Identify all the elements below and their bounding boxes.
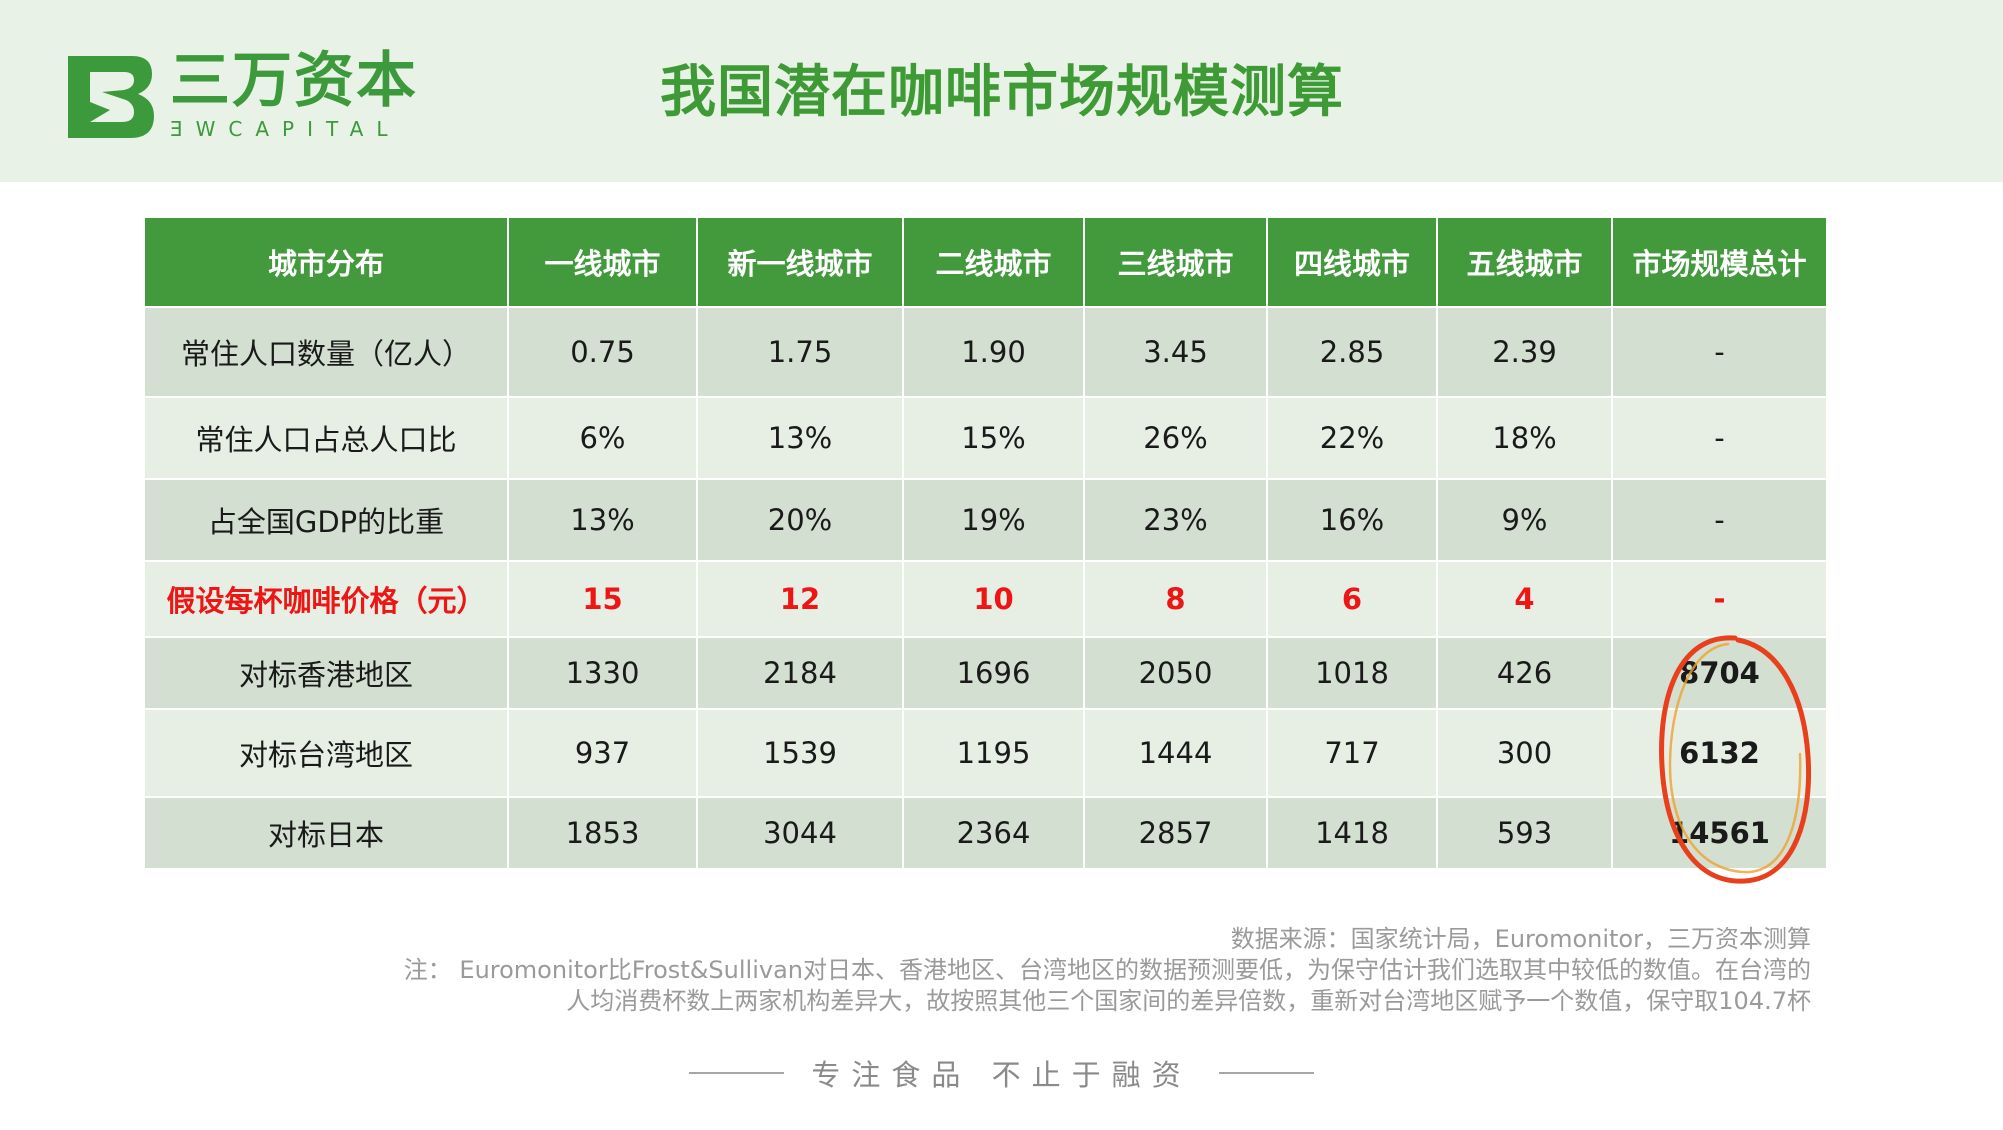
table-cell: 16% — [1266, 478, 1438, 562]
table-cell: 3044 — [696, 796, 904, 870]
brand-name-cn: 三万资本 — [170, 46, 418, 116]
total-cell: - — [1611, 306, 1828, 398]
table-cell: 9% — [1436, 478, 1613, 562]
table-cell: 1.75 — [696, 306, 904, 398]
table-cell: 2050 — [1083, 636, 1268, 710]
table-cell: 2184 — [696, 636, 904, 710]
table-cell: 2857 — [1083, 796, 1268, 870]
table-cell: 8 — [1083, 560, 1268, 638]
total-cell: 6132 — [1611, 708, 1828, 798]
header-cell-city-distribution: 城市分布 — [143, 216, 509, 308]
table-cell: 6 — [1266, 560, 1438, 638]
table-cell: 1696 — [902, 636, 1085, 710]
table-cell: 426 — [1436, 636, 1613, 710]
table-cell: 717 — [1266, 708, 1438, 798]
table-cell: 2.39 — [1436, 306, 1613, 398]
table-row-coffee-price: 假设每杯咖啡价格（元） 15 12 10 8 6 4 - — [143, 560, 1828, 638]
table-cell: 1418 — [1266, 796, 1438, 870]
data-source-note: 数据来源：国家统计局，Euromonitor，三万资本测算 — [1230, 925, 1811, 953]
table-cell: 4 — [1436, 560, 1613, 638]
table-cell: 3.45 — [1083, 306, 1268, 398]
table-cell: 6% — [507, 396, 698, 480]
table-row-population: 常住人口数量（亿人） 0.75 1.75 1.90 3.45 2.85 2.39… — [143, 306, 1828, 398]
total-cell: - — [1611, 396, 1828, 480]
total-cell: 8704 — [1611, 636, 1828, 710]
table-cell: 22% — [1266, 396, 1438, 480]
notes-block: 数据来源：国家统计局，Euromonitor，三万资本测算 注： Euromon… — [311, 924, 1811, 1017]
table-cell: 937 — [507, 708, 698, 798]
table-cell: 1539 — [696, 708, 904, 798]
table-cell: 13% — [507, 478, 698, 562]
footnote-line-1: 注： Euromonitor比Frost&Sullivan对日本、香港地区、台湾… — [403, 956, 1811, 984]
table-row-hongkong-benchmark: 对标香港地区 1330 2184 1696 2050 1018 426 8704 — [143, 636, 1828, 710]
header-cell-new-tier1: 新一线城市 — [696, 216, 904, 308]
table-row-population-share: 常住人口占总人口比 6% 13% 15% 26% 22% 18% - — [143, 396, 1828, 480]
table-cell: 26% — [1083, 396, 1268, 480]
header-cell-tier4: 四线城市 — [1266, 216, 1438, 308]
header-cell-tier5: 五线城市 — [1436, 216, 1613, 308]
table-cell: 1195 — [902, 708, 1085, 798]
table-cell: 2364 — [902, 796, 1085, 870]
table-row-gdp-share: 占全国GDP的比重 13% 20% 19% 23% 16% 9% - — [143, 478, 1828, 562]
table-cell: 18% — [1436, 396, 1613, 480]
header-cell-tier3: 三线城市 — [1083, 216, 1268, 308]
table-cell: 19% — [902, 478, 1085, 562]
total-cell: - — [1611, 560, 1828, 638]
row-label: 对标香港地区 — [143, 636, 509, 710]
header-cell-tier1: 一线城市 — [507, 216, 698, 308]
highlight-circle-annotation — [1659, 635, 1812, 884]
footnote-line-2: 人均消费杯数上两家机构差异大，故按照其他三个国家间的差异倍数，重新对台湾地区赋予… — [566, 987, 1811, 1015]
row-label: 常住人口占总人口比 — [143, 396, 509, 480]
table-cell: 1330 — [507, 636, 698, 710]
brand-name-en: ƎWCAPITAL — [170, 117, 401, 141]
table-cell: 593 — [1436, 796, 1613, 870]
row-label: 占全国GDP的比重 — [143, 478, 509, 562]
row-label: 对标台湾地区 — [143, 708, 509, 798]
table-cell: 0.75 — [507, 306, 698, 398]
row-label: 对标日本 — [143, 796, 509, 870]
table-cell: 13% — [696, 396, 904, 480]
slogan-divider-left — [689, 1072, 785, 1074]
table-cell: 300 — [1436, 708, 1613, 798]
market-size-table: 城市分布 一线城市 新一线城市 二线城市 三线城市 四线城市 五线城市 市场规模… — [143, 216, 1828, 870]
table-header-row: 城市分布 一线城市 新一线城市 二线城市 三线城市 四线城市 五线城市 市场规模… — [143, 216, 1828, 308]
table-cell: 15% — [902, 396, 1085, 480]
table-cell: 23% — [1083, 478, 1268, 562]
table-cell: 15 — [507, 560, 698, 638]
table-cell: 10 — [902, 560, 1085, 638]
table-row-taiwan-benchmark: 对标台湾地区 937 1539 1195 1444 717 300 6132 — [143, 708, 1828, 798]
slogan-divider-right — [1218, 1072, 1314, 1074]
table-cell: 12 — [696, 560, 904, 638]
header-band: 三万资本 ƎWCAPITAL 我国潜在咖啡市场规模测算 — [0, 0, 2003, 182]
table-cell: 1018 — [1266, 636, 1438, 710]
footer-slogan: 专注食品 不止于融资 — [0, 1052, 2003, 1092]
total-cell: - — [1611, 478, 1828, 562]
slogan-text: 专注食品 不止于融资 — [811, 1058, 1192, 1092]
table-cell: 2.85 — [1266, 306, 1438, 398]
table-cell: 1.90 — [902, 306, 1085, 398]
table-cell: 20% — [696, 478, 904, 562]
table-cell: 1853 — [507, 796, 698, 870]
table-cell: 1444 — [1083, 708, 1268, 798]
page-title: 我国潜在咖啡市场规模测算 — [660, 60, 1344, 125]
header-cell-total: 市场规模总计 — [1611, 216, 1828, 308]
row-label: 假设每杯咖啡价格（元） — [143, 560, 509, 638]
table-row-japan-benchmark: 对标日本 1853 3044 2364 2857 1418 593 14561 — [143, 796, 1828, 870]
row-label: 常住人口数量（亿人） — [143, 306, 509, 398]
header-cell-tier2: 二线城市 — [902, 216, 1085, 308]
sanwan-logo-icon — [68, 56, 154, 138]
